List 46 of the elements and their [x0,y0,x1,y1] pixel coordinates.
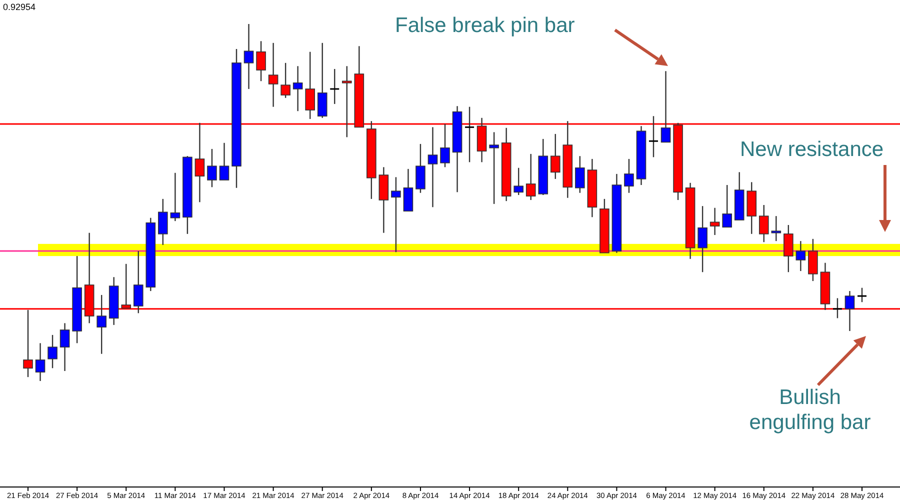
candlestick [465,106,474,163]
candlestick [660,70,671,143]
candlestick [808,238,818,282]
candlestick [440,123,450,168]
candlestick [698,205,708,273]
annotation: False break pin bar [395,14,575,37]
candlestick [268,42,278,108]
text: Bullish engulfing bar [749,386,871,434]
candlestick [550,133,560,180]
candlestick [60,322,70,372]
candlestick [722,184,732,228]
candlestick [526,153,536,201]
candlestick [207,148,217,188]
candlestick [858,287,866,303]
candlestick [489,132,499,205]
candlestick [796,240,806,272]
annotation: New resistance [740,138,884,161]
candlestick [771,215,782,242]
candlestick [219,142,230,181]
candlestick [158,198,168,246]
candlestick [391,176,401,253]
candlestick [292,66,303,112]
candlestick [280,62,290,98]
candlestick [330,68,340,105]
candlestick [256,40,266,82]
candlestick [624,158,634,194]
candlestick [403,168,414,212]
candlestick [514,167,524,196]
candlestick [575,155,585,194]
candlestick [317,42,328,118]
candlestick [48,334,58,369]
candlestick [649,116,658,158]
candlestick [710,207,720,236]
candlestick [758,204,769,243]
text: 0.92954 [3,2,36,12]
candlestick [170,172,180,222]
candlestick [35,342,46,382]
candlestick [133,250,144,314]
candlestick [305,51,315,120]
candlestick [844,290,855,332]
candlestick [244,23,254,90]
candlestick [428,126,438,208]
candlestick [784,224,794,273]
candlestick [96,294,106,354]
candlestick [416,143,426,194]
candlestick [832,298,842,319]
